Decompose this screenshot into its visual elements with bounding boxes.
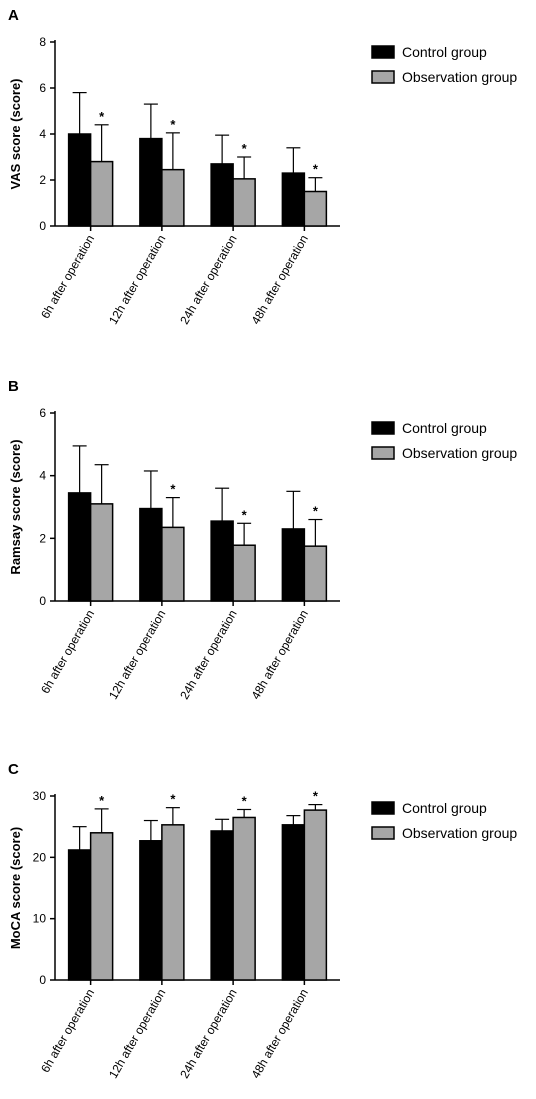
legend-label: Control group (402, 420, 487, 436)
significance-mark: * (313, 162, 319, 177)
bar-observation (161, 526, 185, 602)
significance-mark: * (313, 504, 319, 519)
x-tick-label: 48h after operation (248, 233, 310, 327)
x-tick-label: 12h after operation (106, 608, 168, 702)
significance-mark: * (170, 792, 176, 807)
bar-control (139, 507, 163, 602)
bar-observation (161, 168, 185, 227)
x-tick-label: 48h after operation (248, 608, 310, 702)
significance-mark: * (242, 141, 248, 156)
bar-control (281, 172, 306, 227)
y-tick-label: 4 (39, 127, 46, 141)
x-tick-label: 24h after operation (177, 608, 239, 702)
x-tick-label: 24h after operation (177, 987, 239, 1081)
bar-control (67, 849, 92, 981)
bar-observation (161, 824, 185, 981)
legend-swatch (371, 826, 395, 840)
y-axis-title: Ramsay score (score) (8, 439, 23, 574)
bar-observation (89, 503, 114, 602)
x-tick-label: 6h after operation (38, 233, 97, 321)
panel-label: B (8, 378, 19, 395)
x-tick-label: 6h after operation (38, 608, 97, 696)
legend-swatch (371, 801, 395, 815)
bar-control (210, 830, 234, 981)
legend-label: Observation group (402, 825, 517, 841)
significance-mark: * (242, 793, 248, 808)
bar-control (67, 133, 92, 227)
chart-panel-a: A VAS score (score) 0 2 4 6 8 6h after operatio… (8, 7, 517, 327)
bar-observation (89, 832, 114, 981)
significance-mark: * (170, 117, 176, 132)
legend-label: Control group (402, 800, 487, 816)
significance-mark: * (99, 109, 105, 124)
bar-observation (303, 809, 328, 981)
y-tick-label: 2 (39, 173, 46, 187)
bar-control (281, 528, 306, 602)
bar-observation (232, 178, 256, 227)
x-tick-label: 48h after operation (248, 987, 310, 1081)
x-tick-label: 6h after operation (38, 987, 97, 1075)
y-tick-label: 0 (39, 594, 46, 608)
x-tick-label: 24h after operation (177, 233, 239, 327)
bar-observation (89, 160, 114, 227)
bar-observation (303, 190, 328, 227)
y-tick-label: 4 (39, 469, 46, 483)
y-tick-label: 8 (39, 35, 46, 49)
significance-mark: * (313, 789, 319, 804)
y-tick-label: 30 (33, 789, 47, 803)
y-axis-title: VAS score (score) (8, 78, 23, 189)
legend-swatch (371, 45, 395, 59)
y-tick-label: 0 (39, 219, 46, 233)
bar-control (210, 520, 234, 602)
y-tick-label: 20 (33, 850, 47, 864)
y-tick-label: 0 (39, 973, 46, 987)
y-axis-title: MoCA score (score) (8, 827, 23, 949)
bar-observation (303, 545, 328, 602)
bar-observation (232, 544, 256, 602)
y-tick-label: 2 (39, 531, 46, 545)
bar-observation (232, 816, 256, 981)
chart-panel-c: C MoCA score (score) 0 10 20 30 6h after opera… (8, 761, 517, 1081)
x-tick-label: 12h after operation (106, 987, 168, 1081)
bar-control (139, 840, 163, 981)
y-tick-label: 6 (39, 406, 46, 420)
y-tick-label: 10 (33, 912, 47, 926)
legend-label: Observation group (402, 445, 517, 461)
significance-mark: * (170, 482, 176, 497)
y-tick-label: 6 (39, 81, 46, 95)
bar-control (139, 137, 163, 227)
significance-mark: * (242, 507, 248, 522)
bar-control (67, 492, 92, 602)
legend-swatch (371, 446, 395, 460)
legend-swatch (371, 421, 395, 435)
x-tick-label: 12h after operation (106, 233, 168, 327)
legend-swatch (371, 70, 395, 84)
legend-label: Observation group (402, 69, 517, 85)
bar-control (210, 163, 234, 227)
legend-label: Control group (402, 44, 487, 60)
panel-label: A (8, 7, 19, 24)
chart-panel-b: B Ramsay score (score) 0 2 4 6 6h after operat… (8, 378, 517, 702)
panel-label: C (8, 761, 19, 778)
bar-control (281, 824, 306, 981)
significance-mark: * (99, 793, 105, 808)
